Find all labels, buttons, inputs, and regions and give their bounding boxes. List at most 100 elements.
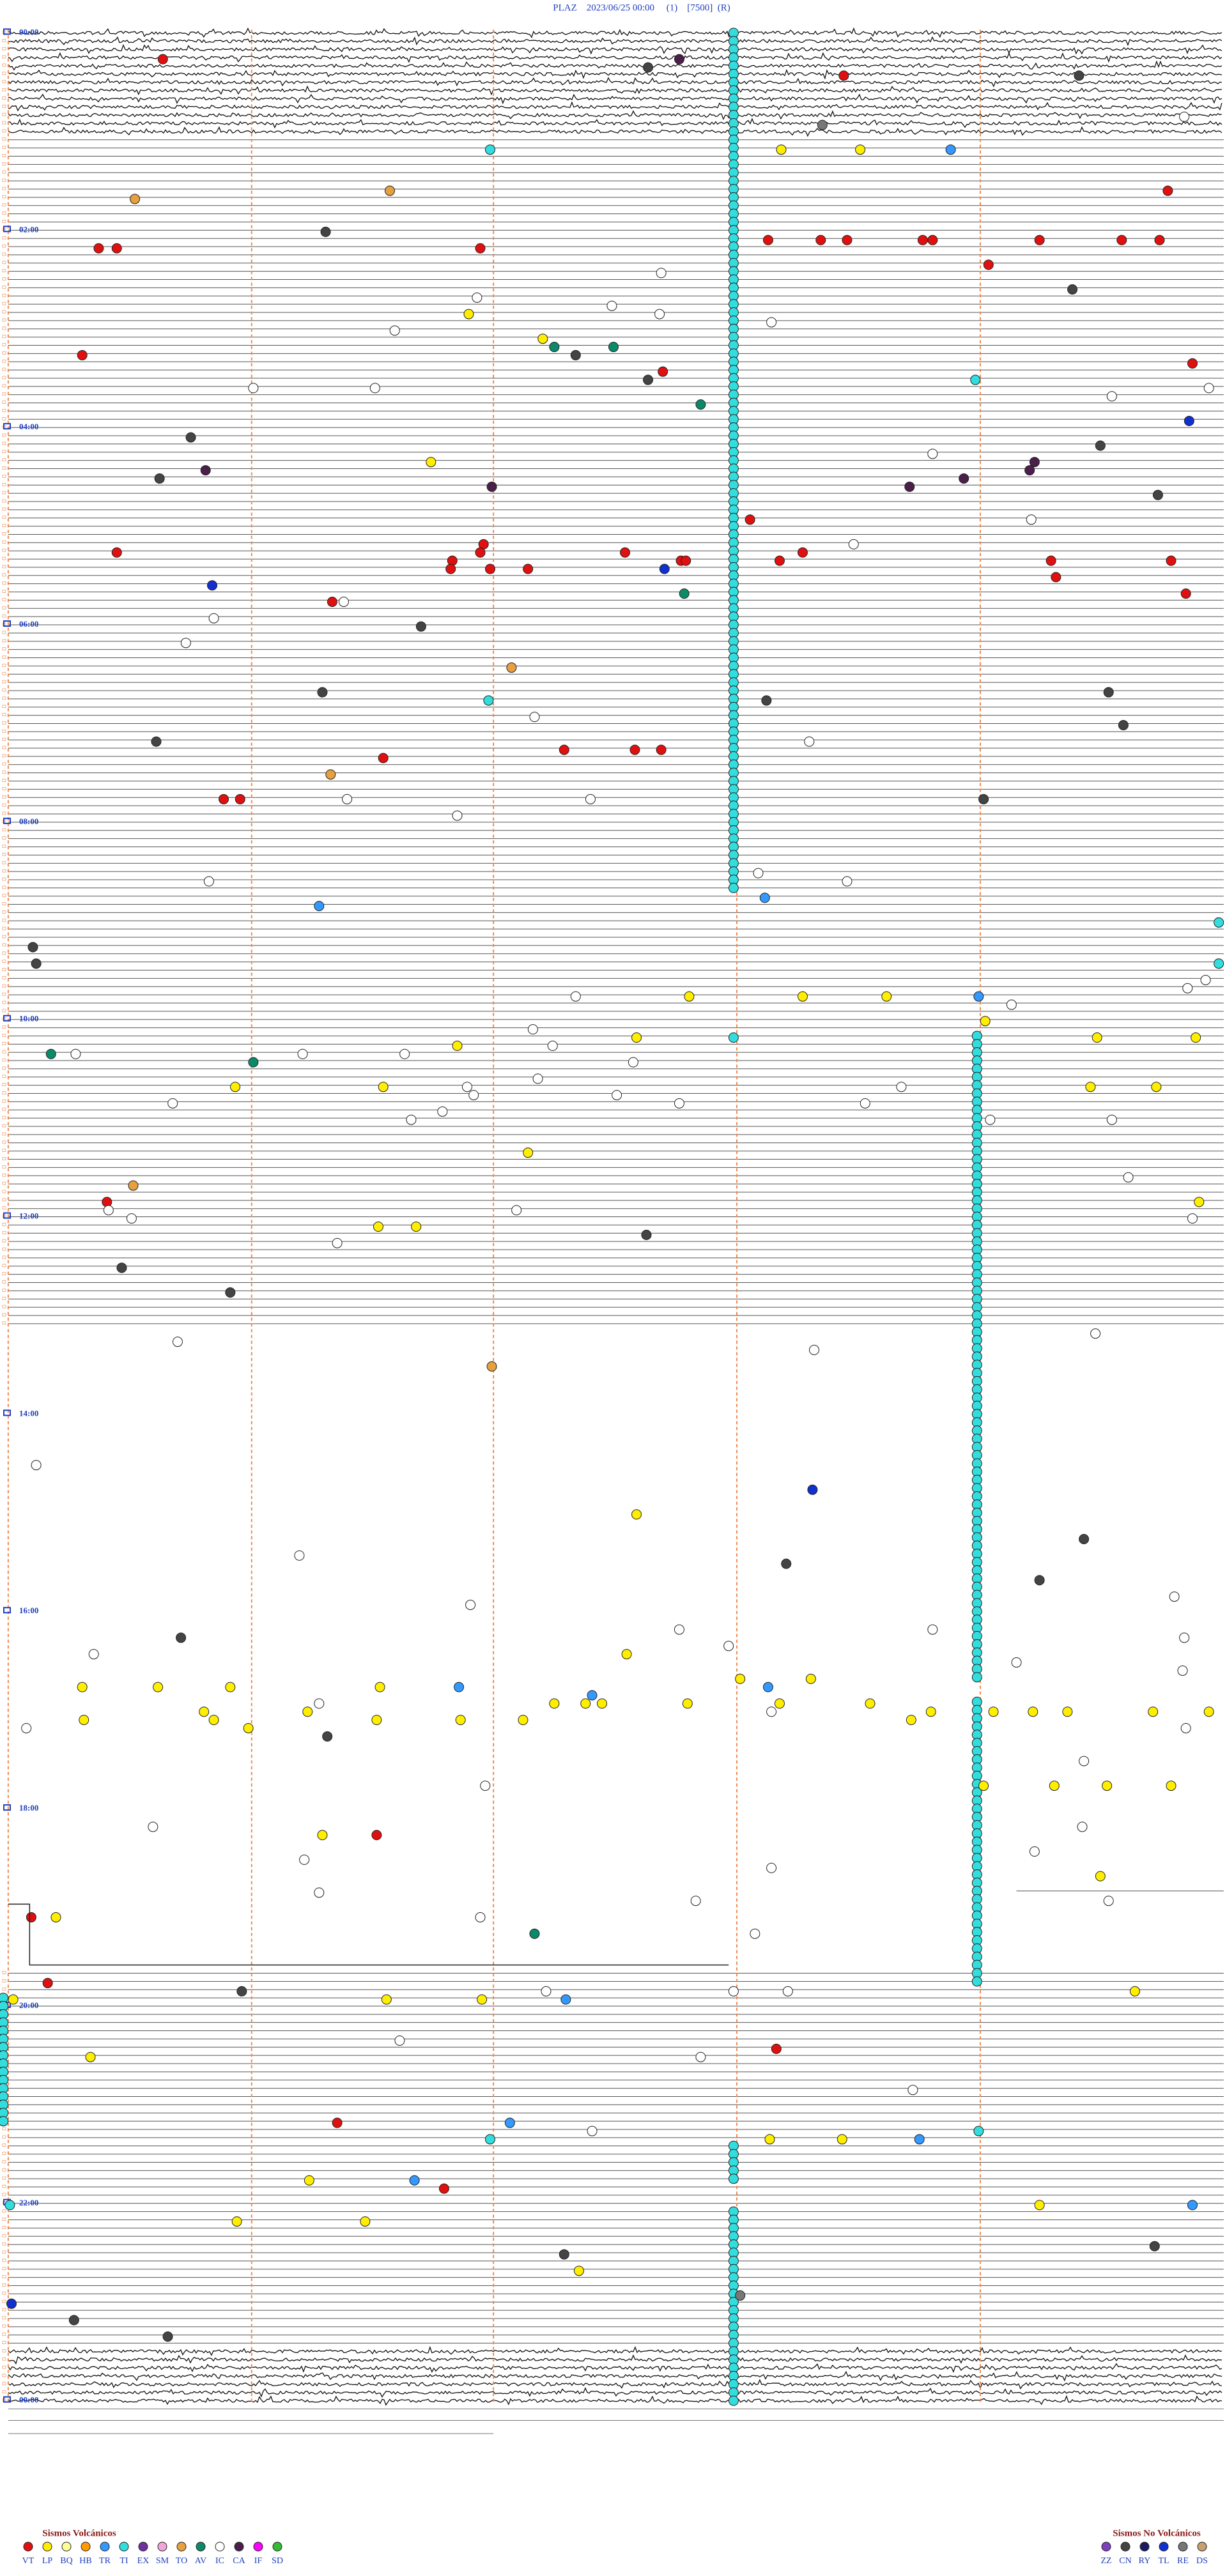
trace-noisy [8, 85, 1222, 96]
event-dot [480, 1781, 491, 1791]
event-dot [1203, 1706, 1214, 1717]
hour-bracket [3, 817, 11, 824]
event-dot [695, 399, 706, 410]
row-tick [2, 178, 6, 182]
event-dot [804, 736, 815, 747]
row-tick [2, 2283, 6, 2287]
event-dot [153, 1682, 164, 1692]
event-dot [384, 185, 395, 196]
row-tick [2, 2341, 6, 2344]
event-dot [690, 1896, 701, 1906]
row-tick [2, 729, 6, 733]
event-dot [463, 309, 474, 319]
event-dot [1067, 284, 1078, 295]
row-tick [2, 1198, 6, 1202]
row-tick [2, 614, 6, 618]
row-tick [2, 1099, 6, 1103]
hour-bracket [3, 2396, 11, 2403]
event-dot [31, 958, 42, 969]
event-dot [628, 1057, 638, 1068]
row-tick [2, 565, 6, 569]
row-tick [2, 2234, 6, 2237]
row-tick [2, 376, 6, 379]
event-dot [860, 1098, 870, 1108]
event-dot [322, 1731, 333, 1742]
event-dot [1029, 457, 1040, 468]
row-tick [2, 2267, 6, 2271]
row-tick [2, 1149, 6, 1153]
legend-item: DS [1196, 2556, 1208, 2566]
row-tick [2, 466, 6, 470]
event-dot [917, 234, 928, 245]
row-tick [2, 548, 6, 552]
event-dot [848, 539, 859, 549]
row-tick [2, 1255, 6, 1259]
traces [2, 27, 1224, 2434]
row-tick [2, 507, 6, 511]
row-tick [2, 2291, 6, 2295]
event-dot [682, 1698, 693, 1709]
row-tick [2, 2242, 6, 2246]
row-tick [2, 1091, 6, 1094]
event-dot [477, 1994, 488, 2005]
event-dot [1162, 185, 1173, 196]
event-dot [762, 1682, 773, 1692]
event-dot [774, 555, 785, 566]
row-tick [2, 795, 6, 799]
row-tick [2, 540, 6, 544]
event-dot [1148, 1706, 1159, 1717]
trace-noisy [8, 36, 1223, 47]
event-dot [1092, 1032, 1102, 1043]
event-dot [570, 991, 581, 1002]
row-tick [2, 80, 6, 84]
row-tick [2, 984, 6, 988]
event-dot [631, 1032, 642, 1043]
row-tick [2, 2275, 6, 2279]
event-dot [837, 2134, 847, 2145]
event-dot [116, 1262, 127, 1273]
event-dot [1095, 1871, 1106, 1882]
row-tick [2, 713, 6, 716]
event-dot [807, 1484, 818, 1495]
legend-swatch [81, 2542, 91, 2552]
row-tick [2, 1305, 6, 1308]
event-dot [797, 991, 808, 1002]
event-dot [927, 234, 938, 245]
row-tick [2, 762, 6, 766]
event-dot [1079, 1534, 1090, 1545]
row-tick [2, 244, 6, 248]
event-dot [208, 613, 219, 624]
event-dot [484, 144, 495, 155]
trace-noisy [8, 118, 1223, 129]
legend-item: VT [22, 2556, 35, 2566]
row-tick [2, 639, 6, 643]
event-dot [225, 1287, 236, 1298]
hour-bracket [3, 1015, 11, 1022]
event-dot [560, 1994, 571, 2005]
event-dot [103, 1205, 114, 1216]
hour-label: 14:00 [19, 1408, 38, 1418]
row-tick [2, 1296, 6, 1300]
event-dot [766, 1862, 777, 1873]
legend-swatch [176, 2542, 187, 2552]
row-tick [2, 1083, 6, 1087]
legend-swatch [1178, 2542, 1188, 2552]
bracket-line [8, 1903, 729, 1966]
event-dot [1187, 1213, 1198, 1224]
row-tick [2, 2308, 6, 2312]
row-tick [2, 2316, 6, 2320]
row-tick [2, 1206, 6, 1210]
row-tick [2, 1050, 6, 1054]
event-dot [207, 580, 218, 591]
trace-noisy [8, 2395, 1223, 2406]
event-dot [973, 2126, 984, 2136]
event-dot [1184, 415, 1194, 426]
event-dot [1034, 1575, 1045, 1586]
legend-swatch [138, 2542, 148, 2552]
row-tick [2, 269, 6, 273]
event-dot [728, 882, 739, 893]
event-dot [327, 596, 337, 607]
event-dot [881, 991, 892, 1002]
event-dot [475, 243, 486, 254]
event-dot [925, 1706, 936, 1717]
